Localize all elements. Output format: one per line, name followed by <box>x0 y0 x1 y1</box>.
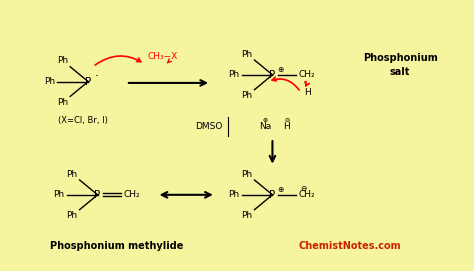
Text: (X=Cl, Br, I): (X=Cl, Br, I) <box>58 116 109 125</box>
Text: Ph: Ph <box>57 56 68 65</box>
Text: CH₃−X: CH₃−X <box>147 52 177 61</box>
Text: P: P <box>85 77 91 86</box>
Text: Ph: Ph <box>241 91 252 100</box>
Text: Ph: Ph <box>57 98 68 107</box>
Text: P: P <box>269 70 275 80</box>
Text: ⊕: ⊕ <box>263 118 268 123</box>
Text: Phosphonium methylide: Phosphonium methylide <box>50 241 184 251</box>
Text: Phosphonium
salt: Phosphonium salt <box>363 53 438 78</box>
Text: ChemistNotes.com: ChemistNotes.com <box>299 241 401 251</box>
FancyArrowPatch shape <box>272 77 299 90</box>
Text: Ph: Ph <box>66 211 77 220</box>
Text: Ph: Ph <box>228 190 239 199</box>
Text: ⊕: ⊕ <box>278 185 284 195</box>
FancyArrowPatch shape <box>95 56 141 65</box>
Text: Ph: Ph <box>241 50 252 59</box>
Text: H: H <box>304 88 311 97</box>
Text: ⊕: ⊕ <box>278 66 284 75</box>
Text: Ph: Ph <box>66 170 77 179</box>
Text: CH₂: CH₂ <box>299 70 315 79</box>
Text: CH₂: CH₂ <box>124 190 140 199</box>
Text: CH₂: CH₂ <box>299 190 315 199</box>
Text: H: H <box>283 122 290 131</box>
Text: Na: Na <box>259 122 272 131</box>
Text: DMSO: DMSO <box>195 122 223 131</box>
Text: Ph: Ph <box>44 77 55 86</box>
Text: ·: · <box>95 70 99 83</box>
Text: Ph: Ph <box>228 70 239 79</box>
Text: P: P <box>269 190 275 200</box>
Text: P: P <box>94 190 100 200</box>
FancyArrowPatch shape <box>305 82 310 86</box>
Text: Ph: Ph <box>241 211 252 220</box>
Text: ⊖: ⊖ <box>284 118 289 123</box>
Text: ⊖: ⊖ <box>300 184 306 193</box>
Text: Ph: Ph <box>54 190 64 199</box>
Text: Ph: Ph <box>241 170 252 179</box>
